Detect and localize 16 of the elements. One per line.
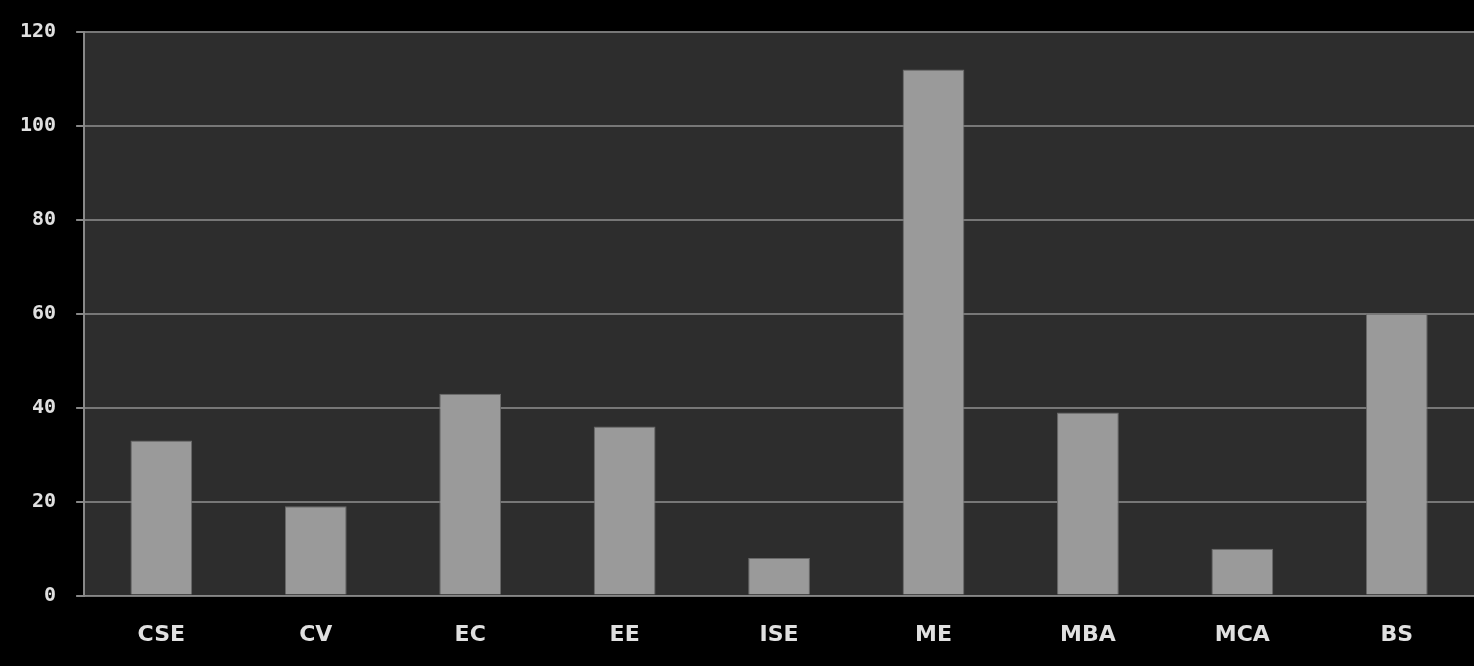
y-tick-label: 80 bbox=[32, 206, 57, 231]
y-tick-label: 40 bbox=[32, 393, 57, 418]
x-tick-label: EC bbox=[454, 620, 486, 646]
y-tick-label: 120 bbox=[20, 18, 57, 43]
y-tick-label: 0 bbox=[44, 581, 57, 606]
y-tick-label: 100 bbox=[20, 112, 57, 137]
x-tick-label: EE bbox=[609, 620, 640, 646]
y-tick-label: 20 bbox=[32, 487, 57, 512]
x-tick-label: MBA bbox=[1060, 620, 1116, 646]
y-tick-label: 60 bbox=[32, 300, 57, 324]
x-tick-label: BS bbox=[1380, 620, 1414, 646]
x-tick-label: ISE bbox=[759, 620, 799, 646]
x-tick-label: MCA bbox=[1214, 620, 1270, 646]
x-tick-label: ME bbox=[915, 620, 952, 646]
x-tick-label: CV bbox=[299, 620, 333, 646]
x-tick-label: CSE bbox=[137, 620, 186, 646]
